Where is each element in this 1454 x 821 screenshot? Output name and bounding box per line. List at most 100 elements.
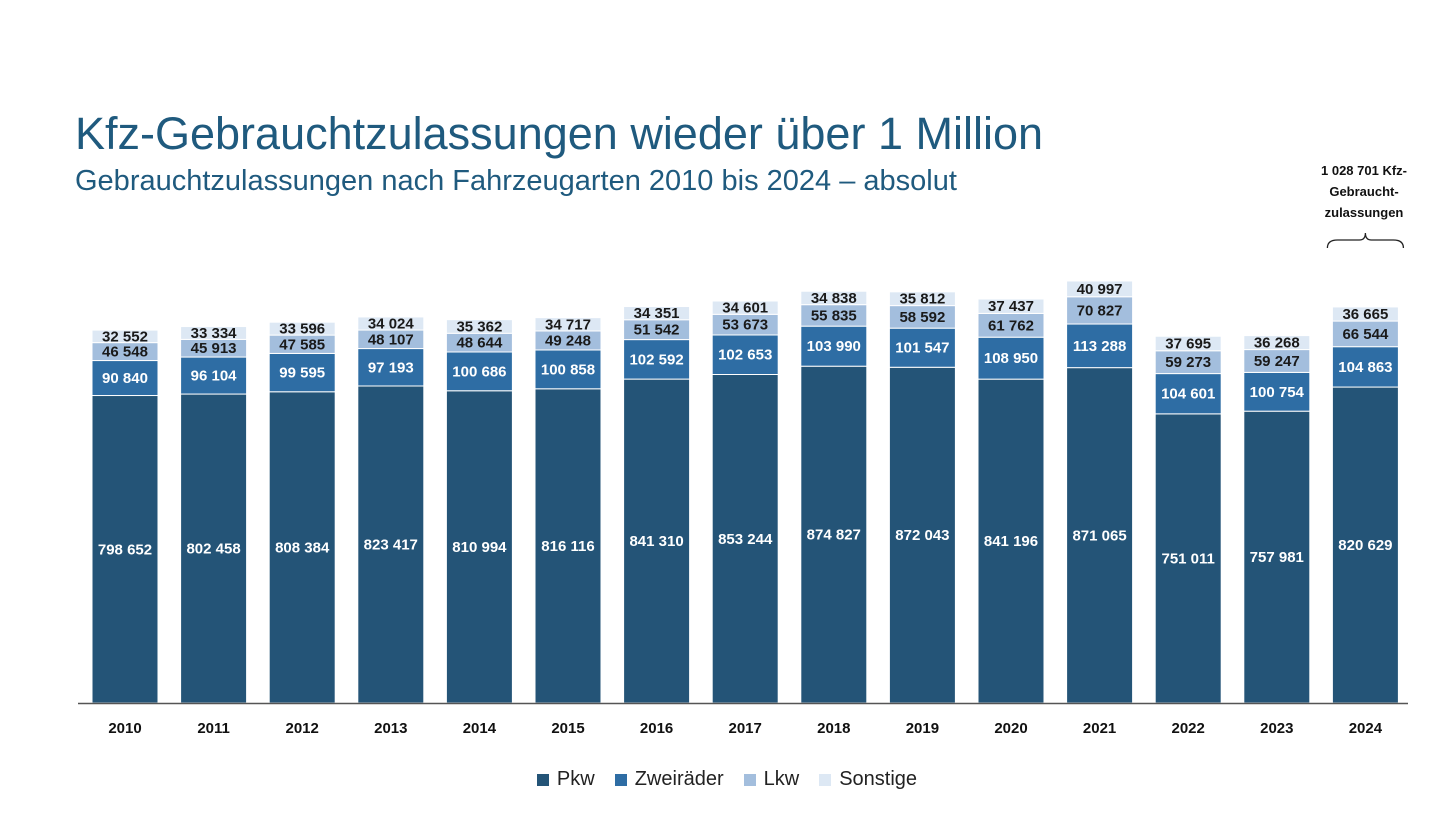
- data-label: 100 686: [452, 363, 506, 380]
- data-label: 798 652: [98, 541, 152, 558]
- data-label: 33 596: [279, 321, 325, 338]
- data-label: 802 458: [186, 541, 240, 558]
- bar-segment-pkw: [91, 395, 159, 704]
- bar-segment-lkw: [1066, 296, 1134, 325]
- legend-swatch: [819, 773, 832, 786]
- bar-segment-sonstige: [1154, 335, 1222, 352]
- data-label: 104 601: [1161, 386, 1215, 403]
- bar-segment-zweiraeder: [1066, 323, 1134, 369]
- bar-segment-sonstige: [1243, 335, 1311, 351]
- bar-segment-sonstige: [977, 298, 1045, 314]
- legend-label: Lkw: [763, 768, 800, 790]
- bar-segment-zweiraeder: [1331, 346, 1399, 388]
- x-tick-label: 2024: [1349, 720, 1383, 737]
- legend-item-lkw: Lkw: [743, 768, 800, 791]
- data-label: 46 548: [102, 344, 148, 361]
- legend-swatch: [536, 773, 549, 786]
- data-label: 66 544: [1342, 326, 1389, 343]
- legend-swatch: [614, 773, 627, 786]
- data-label: 108 950: [984, 350, 1038, 367]
- legend-item-pkw: Pkw: [536, 768, 595, 791]
- data-label: 48 644: [456, 335, 503, 352]
- data-label: 37 437: [988, 298, 1034, 315]
- bar-segment-sonstige: [91, 329, 159, 344]
- data-label: 35 812: [899, 291, 945, 308]
- annotation-line: Gebraucht-: [1329, 184, 1399, 199]
- bar-segment-sonstige: [888, 291, 956, 307]
- bar-segment-zweiraeder: [534, 349, 602, 390]
- data-label: 36 665: [1342, 306, 1388, 323]
- data-label: 810 994: [452, 539, 507, 556]
- data-label: 99 595: [279, 365, 325, 382]
- data-label: 841 310: [629, 533, 683, 550]
- data-label: 51 542: [634, 322, 680, 339]
- bar-segment-sonstige: [445, 319, 513, 334]
- x-tick-label: 2015: [551, 720, 584, 737]
- bar-segment-pkw: [888, 366, 956, 704]
- data-label: 823 417: [364, 536, 418, 553]
- data-label: 816 116: [541, 538, 594, 555]
- data-label: 40 997: [1077, 281, 1123, 298]
- x-tick-label: 2014: [463, 720, 497, 737]
- legend-item-sonstige: Sonstige: [819, 768, 917, 791]
- bar-segment-zweiraeder: [268, 352, 336, 393]
- bar-segment-pkw: [1154, 413, 1222, 704]
- data-label: 36 268: [1254, 335, 1300, 352]
- data-label: 757 981: [1250, 549, 1304, 566]
- data-label: 853 244: [718, 531, 773, 548]
- bar-segment-sonstige: [711, 300, 779, 315]
- bar-segment-pkw: [180, 393, 248, 704]
- bar-segment-pkw: [1331, 386, 1399, 704]
- bar-segment-zweiraeder: [357, 348, 425, 387]
- total-annotation: 1 028 701 Kfz- Gebraucht- zulassungen: [1294, 160, 1434, 223]
- data-label: 59 273: [1165, 354, 1211, 371]
- x-tick-label: 2022: [1172, 720, 1205, 737]
- bar-segment-sonstige: [357, 316, 425, 331]
- data-label: 53 673: [722, 317, 768, 334]
- bar-segment-zweiraeder: [445, 351, 513, 392]
- data-label: 97 193: [368, 359, 414, 376]
- x-tick-label: 2017: [729, 720, 762, 737]
- x-tick-label: 2012: [286, 720, 319, 737]
- bar-segment-zweiraeder: [800, 325, 868, 367]
- bar-segment-sonstige: [800, 290, 868, 306]
- x-tick-label: 2021: [1083, 720, 1116, 737]
- annotation-line: 1 028 701 Kfz-: [1321, 163, 1407, 178]
- page-subtitle: Gebrauchtzulassungen nach Fahrzeugarten …: [75, 165, 957, 197]
- data-label: 808 384: [275, 539, 330, 556]
- page-title: Kfz-Gebrauchtzulassungen wieder über 1 M…: [75, 108, 1044, 159]
- data-label: 35 362: [456, 318, 502, 335]
- legend-swatch: [743, 773, 756, 786]
- bar-segment-pkw: [800, 365, 868, 704]
- x-tick-label: 2011: [197, 720, 230, 737]
- data-label: 874 827: [807, 527, 861, 544]
- bar-segment-sonstige: [534, 317, 602, 332]
- bar-segment-pkw: [977, 378, 1045, 704]
- bar-segment-sonstige: [1331, 306, 1399, 322]
- data-label: 104 863: [1338, 359, 1392, 376]
- data-label: 90 840: [102, 370, 148, 387]
- legend-label: Zweiräder: [634, 768, 724, 790]
- data-label: 48 107: [368, 331, 414, 348]
- data-label: 34 024: [368, 315, 415, 332]
- data-label: 100 754: [1250, 384, 1305, 401]
- bar-segment-pkw: [1066, 367, 1134, 704]
- data-label: 61 762: [988, 317, 1034, 334]
- bar-segment-sonstige: [180, 326, 248, 340]
- data-label: 58 592: [899, 309, 945, 326]
- data-label: 103 990: [807, 338, 861, 355]
- legend-label: Sonstige: [839, 768, 918, 790]
- legend-label: Pkw: [556, 768, 595, 790]
- x-tick-label: 2020: [994, 720, 1027, 737]
- data-label: 102 653: [718, 347, 772, 364]
- data-label: 113 288: [1073, 338, 1126, 355]
- data-label: 841 196: [984, 533, 1038, 550]
- bar-segment-zweiraeder: [1154, 373, 1222, 415]
- bar-segment-pkw: [268, 391, 336, 704]
- annotation-line: zulassungen: [1324, 205, 1404, 220]
- bar-segment-sonstige: [623, 306, 691, 321]
- bar-segment-lkw: [1331, 320, 1399, 348]
- data-label: 34 838: [811, 290, 857, 307]
- bar-segment-zweiraeder: [977, 336, 1045, 380]
